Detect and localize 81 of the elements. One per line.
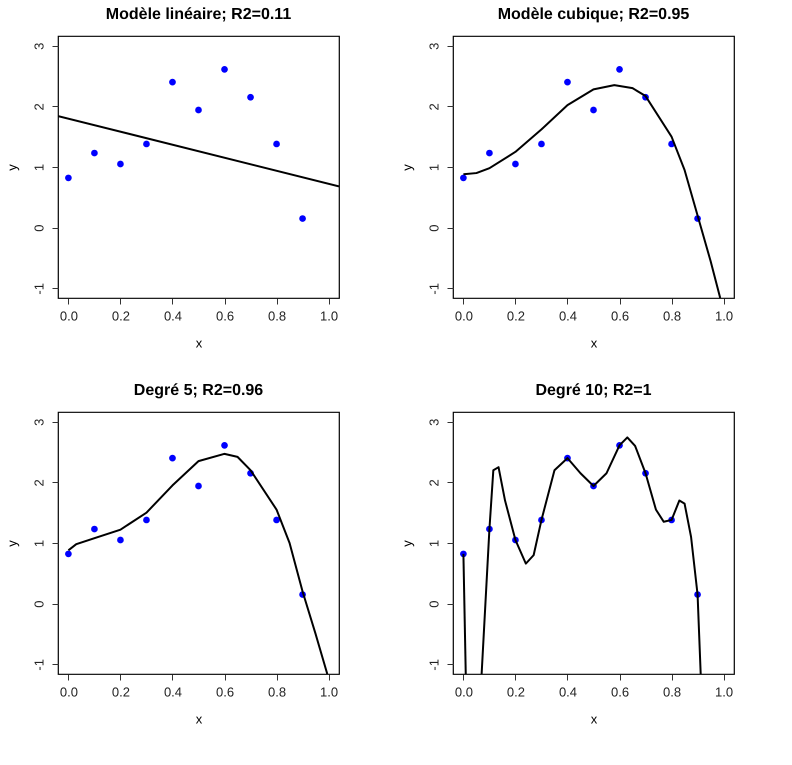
- x-tick-label: 0.6: [216, 308, 234, 324]
- point: [65, 550, 72, 558]
- x-tick-label: 0.2: [506, 308, 525, 324]
- y-axis-title: y: [400, 164, 414, 171]
- y-tick-label: 3: [426, 42, 442, 50]
- x-tick-label: 0.0: [60, 684, 78, 700]
- x-tick-label: 1.0: [320, 684, 338, 700]
- point: [117, 160, 124, 168]
- x-tick-label: 0.8: [663, 308, 682, 324]
- point: [616, 66, 623, 73]
- point: [143, 140, 150, 148]
- x-tick-label: 0.0: [454, 308, 473, 324]
- point: [195, 106, 202, 114]
- x-axis-title: x: [590, 712, 598, 726]
- y-tick-label: 0: [426, 224, 442, 232]
- point: [195, 482, 202, 490]
- y-tick-label: 2: [426, 479, 442, 486]
- x-tick-label: 0.6: [216, 684, 234, 700]
- y-tick-label: 3: [32, 42, 46, 50]
- x-axis-title: x: [196, 712, 203, 726]
- point: [273, 516, 280, 524]
- x-tick-label: 0.8: [268, 684, 286, 700]
- y-tick-label: 0: [32, 600, 46, 608]
- y-axis-title: y: [4, 164, 20, 171]
- x-tick-label: 0.4: [558, 308, 578, 324]
- x-tick-label: 0.0: [454, 684, 473, 700]
- point: [590, 106, 597, 114]
- y-tick-label: 1: [426, 540, 442, 548]
- point: [273, 140, 280, 148]
- y-tick-label: -1: [32, 283, 46, 295]
- x-tick-label: 0.6: [610, 684, 630, 700]
- y-tick-label: 0: [32, 224, 46, 232]
- x-tick-label: 0.6: [610, 308, 630, 324]
- y-tick-label: 3: [32, 418, 46, 426]
- y-axis-title: y: [400, 540, 414, 547]
- point: [247, 94, 254, 101]
- point: [299, 215, 306, 222]
- x-axis-title: x: [196, 336, 203, 350]
- x-axis-title: x: [590, 336, 598, 350]
- point: [538, 140, 545, 148]
- point: [512, 160, 519, 168]
- y-tick-label: 1: [32, 164, 46, 172]
- point: [91, 150, 98, 156]
- x-tick-label: 0.4: [164, 684, 182, 700]
- x-tick-label: 0.8: [663, 684, 682, 700]
- x-tick-label: 0.4: [558, 684, 578, 700]
- x-tick-label: 0.2: [112, 308, 130, 324]
- x-tick-label: 0.2: [112, 684, 130, 700]
- y-tick-label: -1: [426, 659, 442, 671]
- point: [169, 454, 176, 462]
- y-tick-label: 1: [426, 164, 442, 172]
- x-tick-label: 1.0: [715, 308, 734, 324]
- point: [117, 536, 124, 544]
- chart-title: Degré 10; R2=1: [535, 382, 652, 399]
- point: [169, 78, 176, 86]
- chart-title: Degré 5; R2=0.96: [134, 382, 264, 399]
- y-tick-label: 2: [32, 103, 46, 110]
- x-tick-label: 0.8: [268, 308, 286, 324]
- y-tick-label: 1: [32, 540, 46, 548]
- point: [486, 150, 493, 156]
- x-tick-label: 1.0: [715, 684, 734, 700]
- x-tick-label: 0.2: [506, 684, 525, 700]
- y-tick-label: 0: [426, 600, 442, 608]
- y-tick-label: -1: [426, 283, 442, 295]
- point: [221, 66, 228, 73]
- x-tick-label: 0.4: [164, 308, 182, 324]
- y-tick-label: 2: [426, 103, 442, 110]
- point: [221, 442, 228, 449]
- chart-title: Modèle cubique; R2=0.95: [498, 6, 690, 23]
- x-tick-label: 0.0: [60, 308, 78, 324]
- y-axis-title: y: [4, 540, 20, 547]
- x-tick-label: 1.0: [320, 308, 338, 324]
- y-tick-label: 3: [426, 418, 442, 426]
- point: [460, 174, 467, 182]
- point: [143, 516, 150, 524]
- point: [65, 174, 72, 182]
- chart-title: Modèle linéaire; R2=0.11: [106, 6, 292, 23]
- y-tick-label: -1: [32, 659, 46, 671]
- point: [564, 78, 571, 86]
- y-tick-label: 2: [32, 479, 46, 486]
- point: [91, 526, 98, 532]
